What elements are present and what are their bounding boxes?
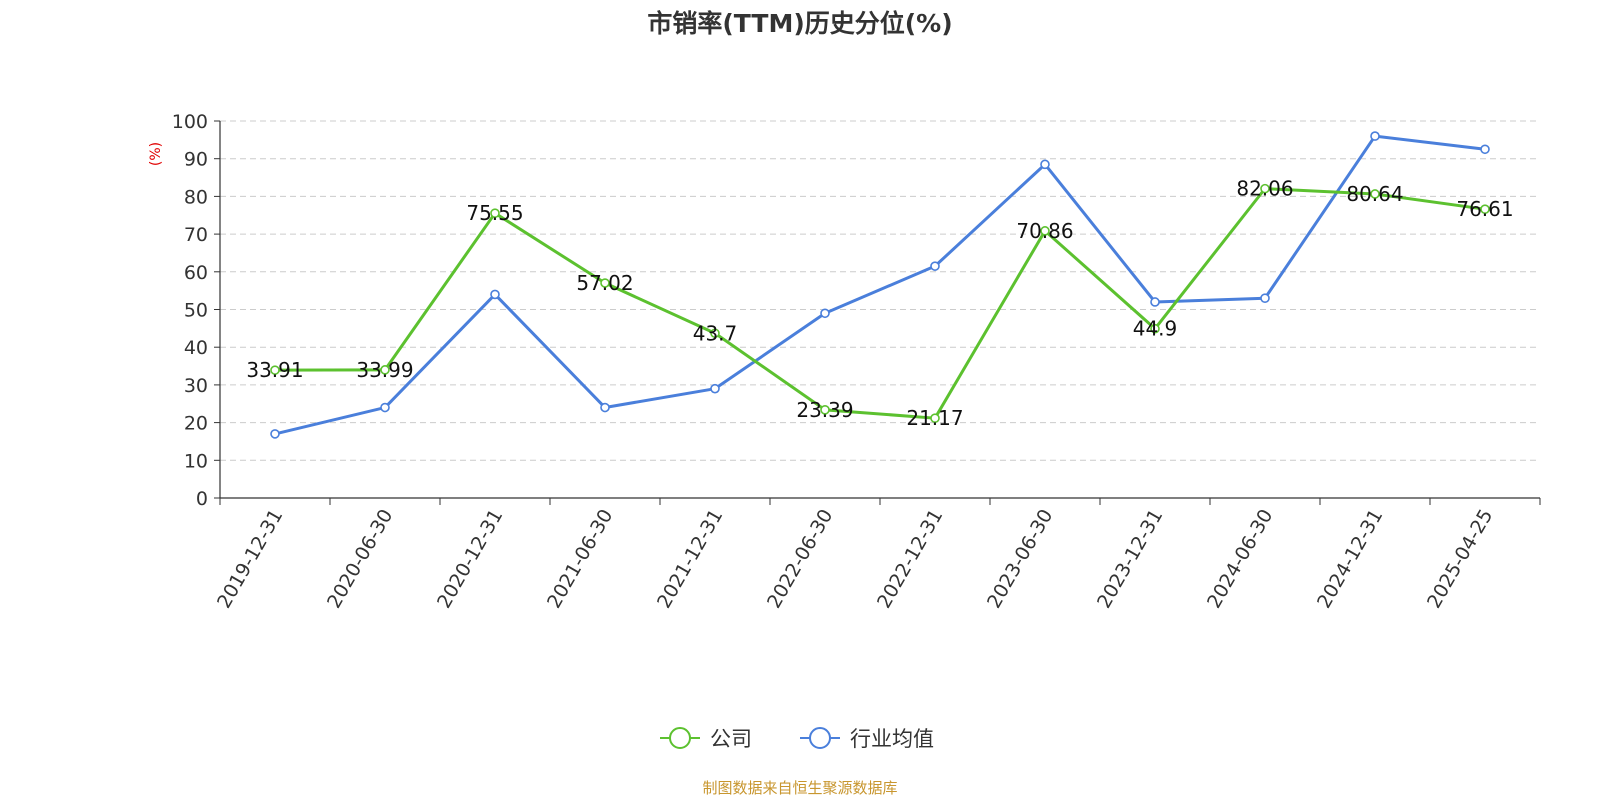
data-point[interactable] [1040,226,1050,236]
y-tick-label: 100 [172,111,208,133]
data-point[interactable] [930,413,940,423]
data-label: 43.7 [693,321,738,345]
x-tick-label: 2024-06-30 [1203,506,1277,613]
source-note: 制图数据来自恒生聚源数据库 [702,779,897,797]
x-tick-label: 2021-12-31 [653,506,727,613]
y-tick-label: 80 [184,186,208,208]
data-point[interactable] [1370,131,1380,141]
data-point[interactable] [1040,159,1050,170]
y-tick-label: 10 [184,450,208,472]
x-tick-label: 2020-12-31 [433,506,507,613]
data-point[interactable] [1260,293,1270,303]
data-point[interactable] [270,365,280,375]
data-labels: 33.91 33.99 75.55 57.02 43.7 23.39 21.17 70.86 4… [246,177,1513,431]
x-tick-label: 2023-12-31 [1093,506,1167,613]
data-point[interactable] [820,405,830,415]
y-tick-label: 30 [184,375,208,397]
data-point[interactable] [490,289,500,300]
data-label: 70.86 [1016,219,1073,243]
y-tick-label: 60 [184,262,208,284]
legend-label: 公司 [710,727,752,751]
data-label: 57.02 [576,271,633,295]
y-tick-label: 90 [184,149,208,171]
data-label: 80.64 [1346,182,1403,206]
data-label: 33.99 [356,358,413,382]
series-industry-average [270,131,1490,439]
y-axis-unit-label: (%) [148,142,164,166]
series-layer [270,131,1490,439]
data-point[interactable] [710,383,720,394]
data-point[interactable] [1480,204,1490,214]
legend-item-company[interactable]: 公司 [660,727,752,751]
chart-title: 市销率(TTM)历史分位(%) [647,9,952,38]
legend[interactable]: 公司 行业均值 [660,727,934,751]
y-tick-label: 40 [184,337,208,359]
data-label: 82.06 [1236,177,1293,201]
data-point[interactable] [1370,189,1380,199]
data-label: 33.91 [246,358,303,382]
data-label: 21.17 [906,406,963,430]
series-line [274,187,1486,420]
y-tick-label: 50 [184,300,208,322]
x-tick-label: 2024-12-31 [1313,506,1387,613]
data-label: 75.55 [466,201,523,225]
data-point[interactable] [820,308,830,319]
legend-label: 行业均值 [850,727,934,751]
x-tick-label: 2022-12-31 [873,506,947,613]
data-point[interactable] [490,208,500,218]
series-line [274,134,1486,436]
x-tick-label: 2022-06-30 [763,506,837,613]
data-point[interactable] [1150,323,1160,334]
data-point[interactable] [1260,183,1270,194]
x-tick-label: 2023-06-30 [983,506,1057,613]
data-point[interactable] [930,261,940,271]
legend-item-industry-average[interactable]: 行业均值 [800,727,934,751]
x-tick-label: 2020-06-30 [323,506,397,613]
y-tick-label: 0 [196,488,208,510]
data-point[interactable] [710,328,720,339]
data-point[interactable] [1480,144,1490,155]
series-company [270,183,1490,423]
data-point[interactable] [600,402,610,413]
data-point[interactable] [1150,297,1160,307]
x-tick-label: 2019-12-31 [213,506,287,613]
grid-lines [220,120,1540,461]
data-label: 23.39 [796,398,853,422]
legend-marker [809,727,831,749]
data-point[interactable] [380,402,390,413]
x-tick-label: 2025-04-25 [1423,506,1497,613]
data-label: 76.61 [1456,197,1513,221]
data-point[interactable] [600,278,610,288]
data-point[interactable] [270,429,280,439]
x-tick-label: 2021-06-30 [543,506,617,613]
data-label: 44.9 [1133,317,1178,341]
y-tick-label: 20 [184,413,208,435]
data-point[interactable] [380,365,390,375]
y-tick-label: 70 [184,224,208,246]
legend-marker [669,727,691,749]
